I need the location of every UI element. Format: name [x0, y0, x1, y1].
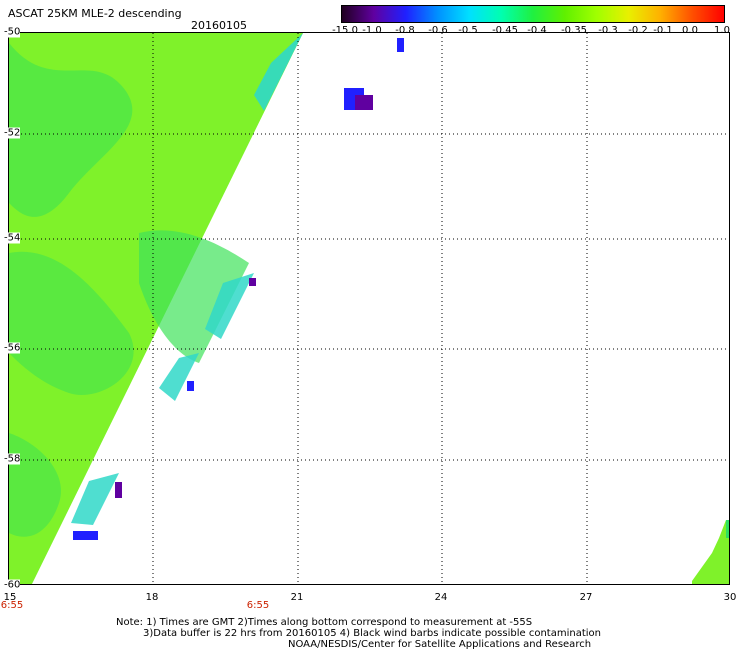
- data-patch: [139, 230, 249, 363]
- edge-feature: [397, 38, 404, 52]
- chart-title: ASCAT 25KM MLE-2 descending: [8, 7, 182, 20]
- edge-feature: [71, 473, 119, 525]
- colorbar-label: -0.8: [395, 25, 415, 36]
- y-tick-label: -52: [4, 127, 21, 139]
- edge-feature: [355, 95, 373, 110]
- chart-date: 20160105: [191, 19, 247, 32]
- y-tick-label: -60: [4, 579, 21, 591]
- colorbar-label: -0.1: [653, 25, 673, 36]
- edge-feature: [205, 273, 254, 339]
- colorbar-label: -15.0: [332, 25, 358, 36]
- x-tick-label: 30: [723, 592, 737, 603]
- colorbar-label: -0.6: [428, 25, 448, 36]
- colorbar-label: -0.45: [492, 25, 518, 36]
- x-tick-label: 18: [145, 592, 159, 603]
- edge-feature: [254, 33, 303, 111]
- map-plot: [8, 32, 730, 585]
- colorbar-label: -0.5: [458, 25, 478, 36]
- note-line-3: NOAA/NESDIS/Center for Satellite Applica…: [288, 639, 592, 650]
- data-patch: [9, 251, 134, 395]
- colorbar-label: -0.2: [628, 25, 648, 36]
- edge-feature: [73, 531, 98, 540]
- x-tick-label: 15: [3, 592, 17, 603]
- data-patch: [9, 433, 61, 537]
- y-tick-label: -56: [4, 342, 21, 354]
- edge-feature: [187, 381, 194, 391]
- note-line-2: 3)Data buffer is 22 hrs from 20160105 4)…: [143, 628, 601, 639]
- edge-feature: [159, 353, 199, 401]
- y-tick-label: -54: [4, 232, 21, 244]
- x-tick-label: 21: [290, 592, 304, 603]
- y-tick-label: -50: [4, 26, 21, 38]
- edge-feature: [249, 278, 256, 286]
- colorbar-label: -0.4: [527, 25, 547, 36]
- edge-feature: [726, 520, 729, 538]
- time-label: 6:55: [0, 600, 24, 611]
- note-line-1: Note: 1) Times are GMT 2)Times along bot…: [116, 617, 533, 628]
- time-label: 6:55: [246, 600, 270, 611]
- colorbar: [341, 5, 725, 23]
- x-tick-label: 24: [434, 592, 448, 603]
- edge-feature: [115, 482, 122, 498]
- x-tick-label: 27: [579, 592, 593, 603]
- colorbar-label: -0.35: [561, 25, 587, 36]
- data-patch: [9, 43, 133, 217]
- colorbar-label: 0.0: [682, 25, 698, 36]
- colorbar-label: -0.3: [598, 25, 618, 36]
- data-swath-corner: [692, 520, 729, 584]
- grid: [9, 33, 729, 584]
- colorbar-label: -1.0: [362, 25, 382, 36]
- y-tick-label: -58: [4, 453, 21, 465]
- colorbar-label: 1.0: [714, 25, 730, 36]
- map-field: [9, 33, 729, 584]
